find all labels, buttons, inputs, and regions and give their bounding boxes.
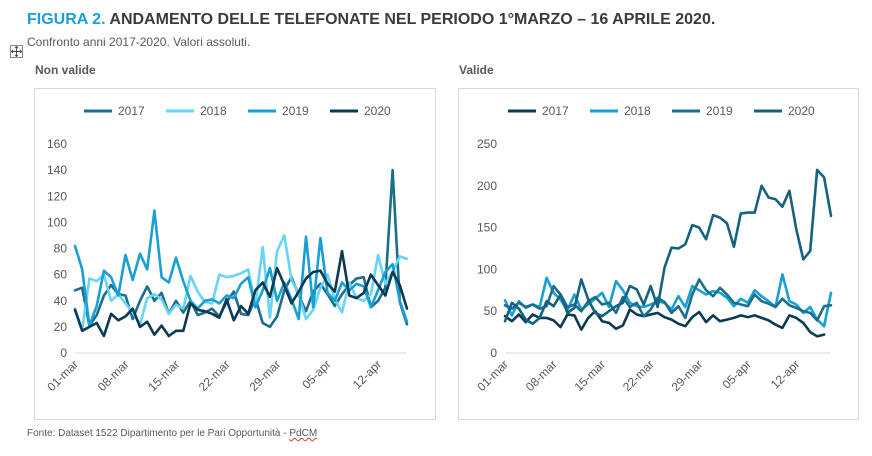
chart-non-valide: 2017 2018 2019 2020 0 20 40 60 80 100 120 140 160 01-… xyxy=(44,104,409,394)
chart0-ytick-20: 20 xyxy=(54,320,68,334)
chart1-xtick-08-mar: 08-mar xyxy=(523,357,560,394)
chart0-xtick-05-apr: 05-apr xyxy=(299,357,333,391)
chart0-xtick-15-mar: 15-mar xyxy=(145,357,182,394)
source-prefix: Fonte: Dataset 1522 Dipartimento per le … xyxy=(27,428,290,439)
chart0-ytick-160: 160 xyxy=(47,137,67,151)
move-arrows-icon[interactable] xyxy=(10,45,23,58)
chart0-legend-label-2020: 2020 xyxy=(364,104,391,118)
chart1-ytick-0: 0 xyxy=(490,346,497,360)
chart0-legend-label-2018: 2018 xyxy=(200,104,227,118)
panel-title-non-valide: Non valide xyxy=(35,63,96,77)
chart1-ytick-100: 100 xyxy=(477,262,497,276)
chart-frame-valide: 2017 2018 2019 2020 0 50 100 150 200 250 01-mar 08-… xyxy=(458,88,859,420)
chart1-legend-label-2017: 2017 xyxy=(542,104,569,118)
chart1-xtick-01-mar: 01-mar xyxy=(474,357,511,394)
chart1-legend: 2017 2018 2019 2020 xyxy=(508,104,815,118)
chart0-ytick-120: 120 xyxy=(47,189,67,203)
source-org: PdCM xyxy=(289,428,318,439)
chart1-legend-label-2018: 2018 xyxy=(624,104,651,118)
chart1-series-2017 xyxy=(503,308,826,338)
chart1-ytick-150: 150 xyxy=(477,221,497,235)
chart0-xtick-12-apr: 12-apr xyxy=(350,357,384,391)
chart1-legend-label-2019: 2019 xyxy=(706,104,733,118)
chart0-ytick-80: 80 xyxy=(54,242,68,256)
source-note: Fonte: Dataset 1522 Dipartimento per le … xyxy=(27,428,317,439)
chart1-ytick-200: 200 xyxy=(477,179,497,193)
chart1-ytick-50: 50 xyxy=(484,304,498,318)
chart0-ytick-100: 100 xyxy=(47,215,67,229)
figure-subtitle: Confronto anni 2017-2020. Valori assolut… xyxy=(27,35,251,49)
chart-frame-non-valide: 2017 2018 2019 2020 0 20 40 60 80 100 120 140 160 01-… xyxy=(34,88,436,420)
chart0-ytick-60: 60 xyxy=(54,268,68,282)
figure-label: FIGURA 2. xyxy=(27,11,106,28)
chart1-xtick-05-apr: 05-apr xyxy=(719,357,753,391)
chart1-xtick-29-mar: 29-mar xyxy=(669,357,706,394)
chart0-xtick-29-mar: 29-mar xyxy=(246,357,283,394)
chart1-legend-label-2020: 2020 xyxy=(788,104,815,118)
chart1-xtick-15-mar: 15-mar xyxy=(571,357,608,394)
panel-title-valide: Valide xyxy=(459,63,494,77)
figure-title: ANDAMENTO DELLE TELEFONATE NEL PERIODO 1… xyxy=(109,11,716,28)
chart1-ytick-250: 250 xyxy=(477,137,497,151)
chart0-ytick-40: 40 xyxy=(54,294,68,308)
chart0-ytick-0: 0 xyxy=(60,346,67,360)
chart1-series-2019 xyxy=(503,278,833,322)
chart0-series-2019 xyxy=(73,209,409,327)
figure-header: FIGURA 2. ANDAMENTO DELLE TELEFONATE NEL… xyxy=(27,11,715,29)
chart0-xtick-08-mar: 08-mar xyxy=(95,357,132,394)
chart1-series-2020 xyxy=(503,168,833,325)
chart0-legend-label-2017: 2017 xyxy=(118,104,145,118)
chart0-ytick-140: 140 xyxy=(47,163,67,177)
chart0-xtick-22-mar: 22-mar xyxy=(196,357,233,394)
chart1-xtick-12-apr: 12-apr xyxy=(768,357,802,391)
chart0-legend: 2017 2018 2019 2020 xyxy=(84,104,391,118)
chart-valide: 2017 2018 2019 2020 0 50 100 150 200 250 01-mar 08-… xyxy=(474,104,833,394)
chart0-legend-label-2019: 2019 xyxy=(282,104,309,118)
chart0-xtick-01-mar: 01-mar xyxy=(44,357,81,394)
chart0-series-2020 xyxy=(73,249,409,338)
chart1-xtick-22-mar: 22-mar xyxy=(620,357,657,394)
